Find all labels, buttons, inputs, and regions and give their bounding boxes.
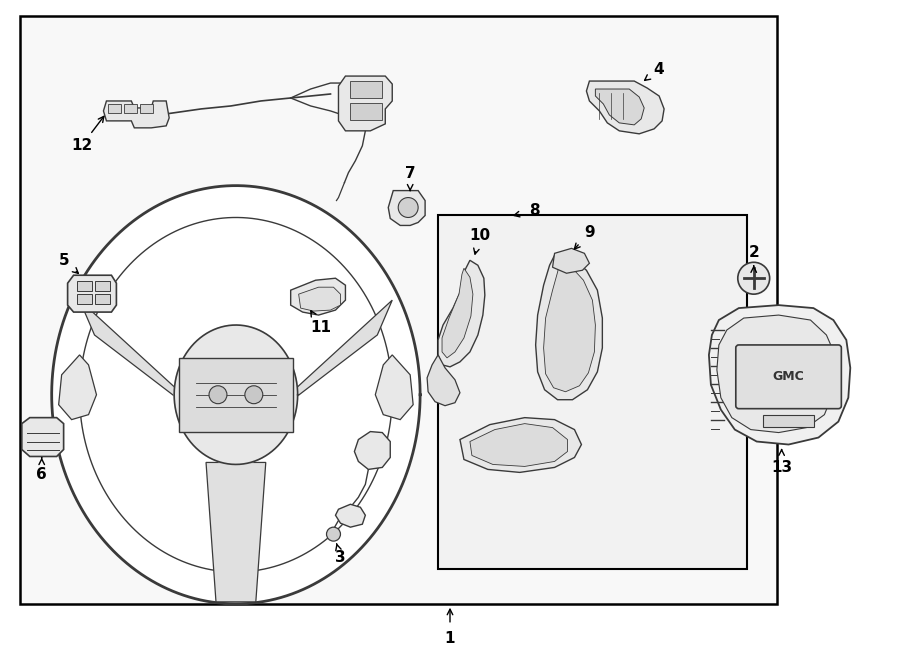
- Text: 8: 8: [529, 203, 540, 218]
- Polygon shape: [336, 504, 365, 527]
- Polygon shape: [536, 256, 602, 400]
- Polygon shape: [175, 325, 298, 465]
- Polygon shape: [470, 424, 568, 467]
- Bar: [350, 103, 382, 120]
- Polygon shape: [375, 355, 413, 420]
- Text: 2: 2: [748, 245, 759, 260]
- Text: 1: 1: [445, 631, 455, 646]
- Polygon shape: [355, 432, 391, 469]
- Polygon shape: [275, 300, 392, 412]
- Bar: [76, 294, 92, 304]
- Bar: [20, 17, 777, 604]
- Polygon shape: [428, 355, 460, 406]
- Bar: [350, 81, 382, 98]
- Text: 10: 10: [469, 228, 491, 243]
- Polygon shape: [596, 89, 644, 125]
- Bar: [76, 281, 92, 291]
- Polygon shape: [388, 191, 425, 226]
- Polygon shape: [442, 268, 472, 358]
- Polygon shape: [22, 418, 64, 457]
- Circle shape: [398, 197, 418, 218]
- Polygon shape: [544, 263, 596, 392]
- Text: 12: 12: [71, 138, 92, 154]
- Text: 7: 7: [405, 166, 416, 181]
- Text: 6: 6: [36, 467, 47, 482]
- Circle shape: [738, 262, 770, 294]
- Text: 4: 4: [653, 62, 664, 77]
- Circle shape: [245, 386, 263, 404]
- Polygon shape: [51, 185, 420, 604]
- Circle shape: [209, 386, 227, 404]
- Text: 5: 5: [58, 253, 69, 268]
- Polygon shape: [338, 76, 392, 131]
- Polygon shape: [58, 355, 96, 420]
- Bar: [124, 104, 138, 113]
- Polygon shape: [717, 315, 836, 432]
- Bar: [140, 104, 153, 113]
- Bar: [438, 216, 747, 569]
- FancyBboxPatch shape: [179, 358, 292, 432]
- Polygon shape: [553, 248, 590, 273]
- Bar: [95, 294, 111, 304]
- Bar: [108, 104, 122, 113]
- Circle shape: [327, 527, 340, 541]
- Polygon shape: [587, 81, 664, 134]
- Polygon shape: [68, 275, 116, 312]
- Polygon shape: [709, 305, 850, 444]
- Polygon shape: [460, 418, 581, 473]
- Bar: [762, 414, 814, 426]
- Text: 13: 13: [771, 460, 792, 475]
- Polygon shape: [104, 101, 169, 128]
- Bar: [95, 281, 111, 291]
- Text: GMC: GMC: [773, 370, 805, 383]
- Polygon shape: [206, 463, 266, 602]
- Polygon shape: [291, 278, 346, 315]
- FancyBboxPatch shape: [736, 345, 842, 408]
- Polygon shape: [79, 300, 196, 412]
- Polygon shape: [438, 260, 485, 367]
- Text: 11: 11: [310, 320, 331, 334]
- Text: 9: 9: [584, 225, 595, 240]
- Text: 3: 3: [335, 549, 346, 565]
- Polygon shape: [299, 287, 340, 311]
